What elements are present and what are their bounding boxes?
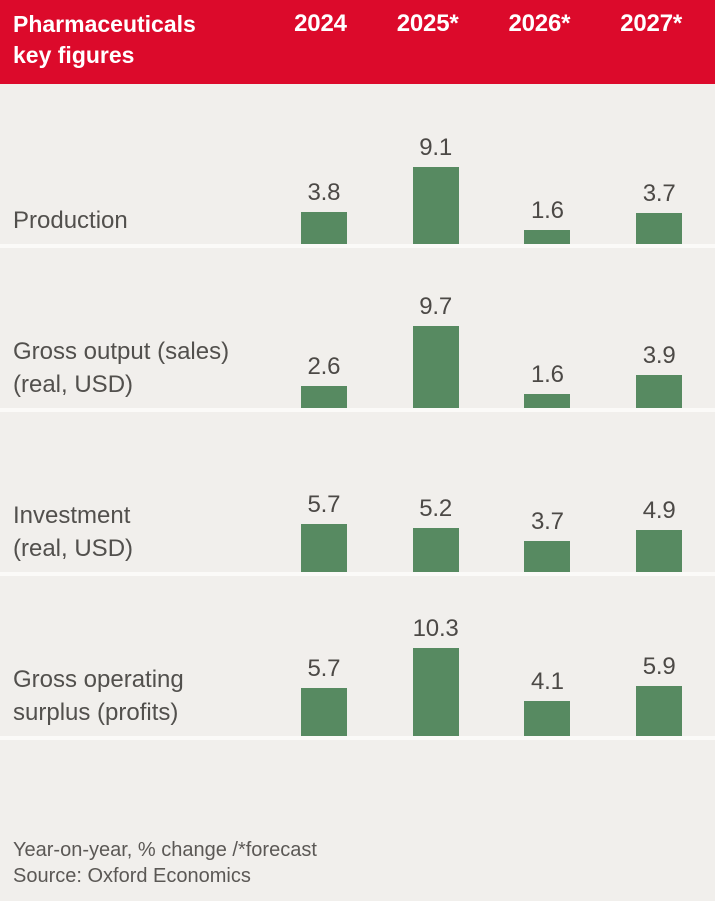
table-row: Production 3.8 9.1 1.6 3.7 (0, 84, 715, 248)
bar-cell: 9.1 (380, 84, 492, 244)
bar-cell: 5.7 (268, 412, 380, 572)
row-label-line: surplus (profits) (13, 698, 179, 726)
table-row: Gross output (sales) (real, USD) 2.6 9.7 1.6… (0, 248, 715, 412)
bar (412, 648, 459, 736)
row-label-line: (real, USD) (13, 370, 134, 398)
bar (412, 167, 459, 244)
chart-title-line-1: Pharmaceuticals (13, 11, 196, 37)
bar (636, 686, 683, 736)
column-header-2025: 2025* (396, 10, 459, 37)
bar-cell: 1.6 (492, 248, 604, 408)
bar-cell: 4.1 (492, 576, 604, 736)
bar-cell: 5.2 (380, 412, 492, 572)
column-header-2027: 2027* (620, 10, 682, 37)
bar (300, 212, 347, 244)
bar-value-label: 5.2 (419, 495, 452, 522)
bar-value-label: 5.7 (307, 491, 341, 518)
bar-value-label: 3.8 (307, 179, 341, 206)
bar (300, 386, 347, 408)
bar-cell: 3.8 (268, 84, 380, 244)
column-header-2024: 2024 (294, 10, 347, 37)
bar (300, 688, 347, 736)
bar-value-label: 10.3 (412, 615, 459, 642)
bar-cell: 3.9 (603, 248, 715, 408)
bar-value-label: 3.7 (530, 508, 564, 535)
bar-value-label: 5.7 (307, 655, 341, 682)
bar (412, 326, 459, 408)
bar-cell: 5.9 (603, 576, 715, 736)
column-header-2026: 2026* (508, 10, 571, 37)
table-header: Pharmaceuticals key figures 2024 2025* 2… (0, 0, 715, 84)
row-label-line: Gross output (sales) (13, 338, 230, 366)
source-line: Source: Oxford Economics (13, 865, 251, 888)
bar (636, 375, 683, 408)
bar-value-label: 2.6 (307, 353, 341, 380)
row-label-line: Investment (13, 502, 131, 530)
row-label-line: (real, USD) (13, 534, 134, 562)
bar (300, 524, 347, 572)
bar (524, 394, 571, 408)
bar (636, 213, 683, 244)
bar-cell: 1.6 (492, 84, 604, 244)
table-row: Investment (real, USD) 5.7 5.2 3.7 4.9 (0, 412, 715, 576)
bar (636, 530, 683, 572)
footnote-block: Year-on-year, % change /*forecast Source… (0, 837, 715, 901)
row-label: Gross operating surplus (profits) (0, 664, 268, 736)
bar-value-label: 9.7 (419, 293, 452, 320)
bar-cell: 3.7 (492, 412, 604, 572)
chart-title-line-2: key figures (13, 41, 135, 68)
bar-value-label: 1.6 (530, 361, 564, 388)
bar-value-label: 9.1 (419, 134, 452, 161)
bar-cell: 10.3 (380, 576, 492, 736)
footnote: Year-on-year, % change /*forecast (13, 838, 317, 861)
bar (412, 528, 459, 572)
row-label: Gross output (sales) (real, USD) (0, 336, 268, 408)
bar-cell: 4.9 (603, 412, 715, 572)
bar (524, 230, 571, 244)
bar-value-label: 1.6 (530, 197, 564, 224)
bar-cell: 3.7 (603, 84, 715, 244)
bar-cell: 9.7 (380, 248, 492, 408)
bar-value-label: 5.9 (642, 653, 676, 680)
bar-cell: 5.7 (268, 576, 380, 736)
table-row: Gross operating surplus (profits) 5.7 10.3 4… (0, 576, 715, 740)
row-label-line: Gross operating (13, 666, 184, 694)
chart-title: Pharmaceuticals key figures (0, 0, 268, 84)
bar-value-label: 4.1 (530, 668, 564, 695)
bar (524, 541, 571, 572)
bar-cell: 2.6 (268, 248, 380, 408)
bar (524, 701, 571, 736)
bar-value-label: 3.7 (642, 180, 676, 207)
row-label: Investment (real, USD) (0, 500, 268, 572)
row-label-line: Production (13, 206, 128, 234)
row-label: Production (0, 205, 268, 244)
bar-value-label: 3.9 (642, 342, 676, 369)
rows: Production 3.8 9.1 1.6 3.7 Gross output (sale… (0, 84, 715, 740)
bar-value-label: 4.9 (642, 497, 676, 524)
